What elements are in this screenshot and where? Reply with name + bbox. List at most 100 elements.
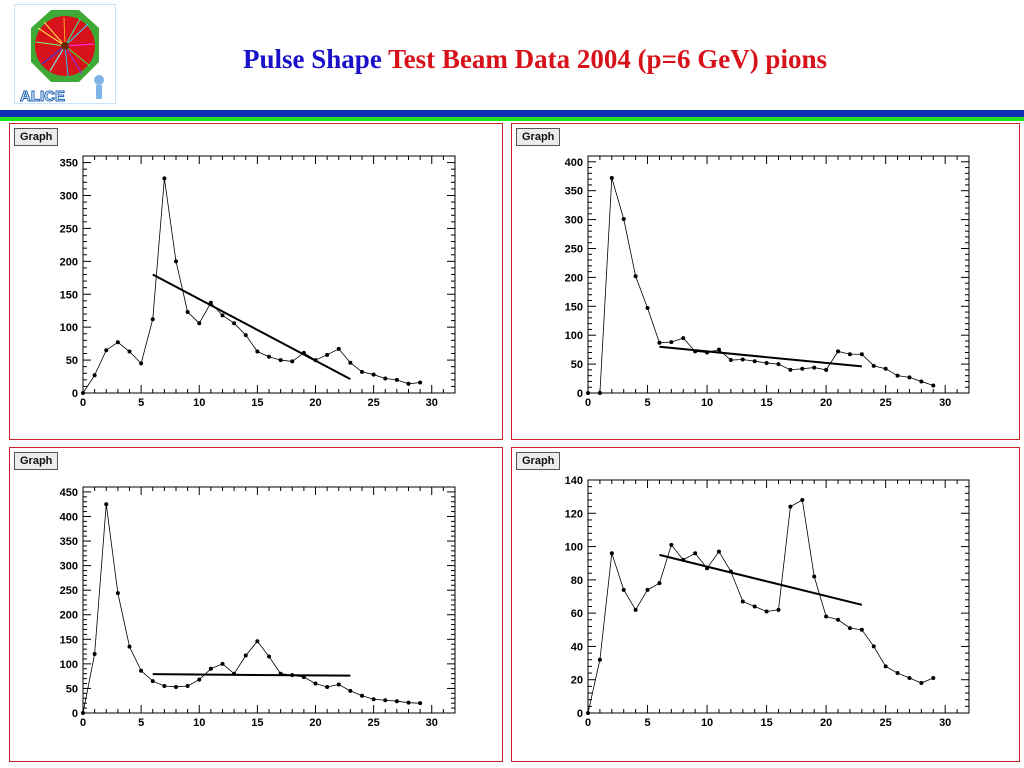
x-tick-label: 10 (701, 397, 713, 409)
y-tick-label: 400 (565, 157, 583, 169)
y-tick-label: 200 (565, 272, 583, 284)
data-point (313, 681, 318, 686)
y-tick-label: 100 (60, 659, 78, 671)
data-point (764, 609, 769, 614)
x-tick-label: 30 (939, 397, 951, 409)
x-tick-label: 20 (820, 397, 832, 409)
data-point (800, 366, 805, 371)
y-tick-label: 200 (60, 610, 78, 622)
y-tick-label: 80 (571, 575, 583, 587)
data-point (278, 358, 283, 363)
data-point (859, 627, 864, 632)
data-point (185, 683, 190, 688)
data-point (162, 176, 167, 181)
data-point (406, 700, 411, 705)
data-point (162, 683, 167, 688)
data-point (740, 357, 745, 362)
y-tick-label: 150 (565, 301, 583, 313)
y-tick-label: 150 (60, 634, 78, 646)
graph-button[interactable]: Graph (14, 128, 59, 146)
data-point (645, 306, 650, 311)
data-point (669, 542, 674, 547)
y-tick-label: 100 (565, 542, 583, 554)
data-point (657, 581, 662, 586)
data-point (645, 587, 650, 592)
data-point (586, 711, 590, 715)
data-point (325, 352, 330, 357)
x-tick-label: 25 (880, 397, 892, 409)
y-tick-label: 20 (571, 675, 583, 687)
x-tick-label: 5 (138, 717, 144, 729)
fit-line (152, 273, 351, 381)
data-point (776, 607, 781, 612)
data-point (633, 607, 638, 612)
data-point (255, 349, 260, 354)
x-tick-label: 5 (644, 717, 650, 729)
data-point (360, 693, 364, 698)
data-point (609, 175, 614, 180)
page-title: Pulse Shape Test Beam Data 2004 (p=6 GeV… (0, 44, 1024, 75)
fit-line (152, 673, 351, 677)
data-point (115, 340, 120, 345)
graph-button[interactable]: Graph (516, 128, 561, 146)
y-tick-label: 350 (60, 536, 78, 548)
fit-line (659, 553, 863, 606)
data-point (325, 684, 330, 689)
data-point (824, 614, 829, 619)
x-tick-label: 20 (309, 717, 321, 729)
data-point (800, 497, 805, 502)
pulse-chart-4: 0 5 10 15 20 25 30 0 20 40 60 80 100 120 140 (565, 475, 970, 729)
x-tick-label: 10 (701, 717, 713, 729)
data-point (776, 362, 781, 367)
y-tick-label: 40 (571, 641, 583, 653)
graph-panel-2: Graph 0 5 10 15 20 25 30 0 50 100 150 200 250 300 350 4… (511, 123, 1020, 440)
graph-button[interactable]: Graph (516, 452, 561, 470)
data-point (931, 676, 936, 681)
data-point (871, 363, 876, 368)
data-point (871, 644, 876, 649)
data-point (104, 502, 109, 507)
data-point (586, 391, 590, 395)
data-point (669, 340, 674, 345)
y-tick-label: 0 (72, 708, 78, 720)
header-divider (0, 110, 1024, 121)
alice-logo-text: ALICE (20, 88, 65, 104)
y-tick-label: 140 (565, 475, 583, 487)
pulse-series-line (82, 178, 421, 394)
x-tick-label: 15 (251, 717, 263, 729)
graph-button[interactable]: Graph (14, 452, 59, 470)
data-point (752, 604, 757, 609)
data-point (597, 657, 602, 662)
data-point (383, 376, 388, 381)
data-point (895, 671, 900, 676)
pulse-series-line (587, 499, 934, 714)
y-tick-label: 0 (577, 388, 583, 400)
y-tick-label: 250 (565, 243, 583, 255)
pulse-series-line (588, 177, 934, 394)
data-point (824, 367, 829, 372)
data-point (290, 359, 295, 364)
y-tick-label: 50 (66, 683, 78, 695)
data-point (752, 359, 757, 364)
y-tick-label: 50 (66, 355, 78, 367)
y-tick-label: 100 (565, 330, 583, 342)
data-point (348, 360, 353, 365)
y-tick-label: 300 (60, 191, 78, 203)
data-point (127, 349, 132, 354)
graph-panel-4: Graph 0 5 10 15 20 25 30 0 20 40 60 80 100 120 140 (511, 447, 1020, 762)
data-point (371, 372, 376, 377)
data-point (693, 551, 698, 556)
y-tick-label: 0 (577, 708, 583, 720)
alice-logo-graphic: ALICE (13, 3, 117, 106)
fit-line (659, 345, 862, 368)
data-point (919, 379, 924, 384)
y-tick-label: 50 (571, 359, 583, 371)
x-tick-label: 10 (193, 397, 205, 409)
data-point (859, 352, 864, 357)
data-point (847, 626, 852, 631)
data-point (633, 274, 638, 279)
data-point (197, 677, 202, 682)
data-point (883, 366, 888, 371)
